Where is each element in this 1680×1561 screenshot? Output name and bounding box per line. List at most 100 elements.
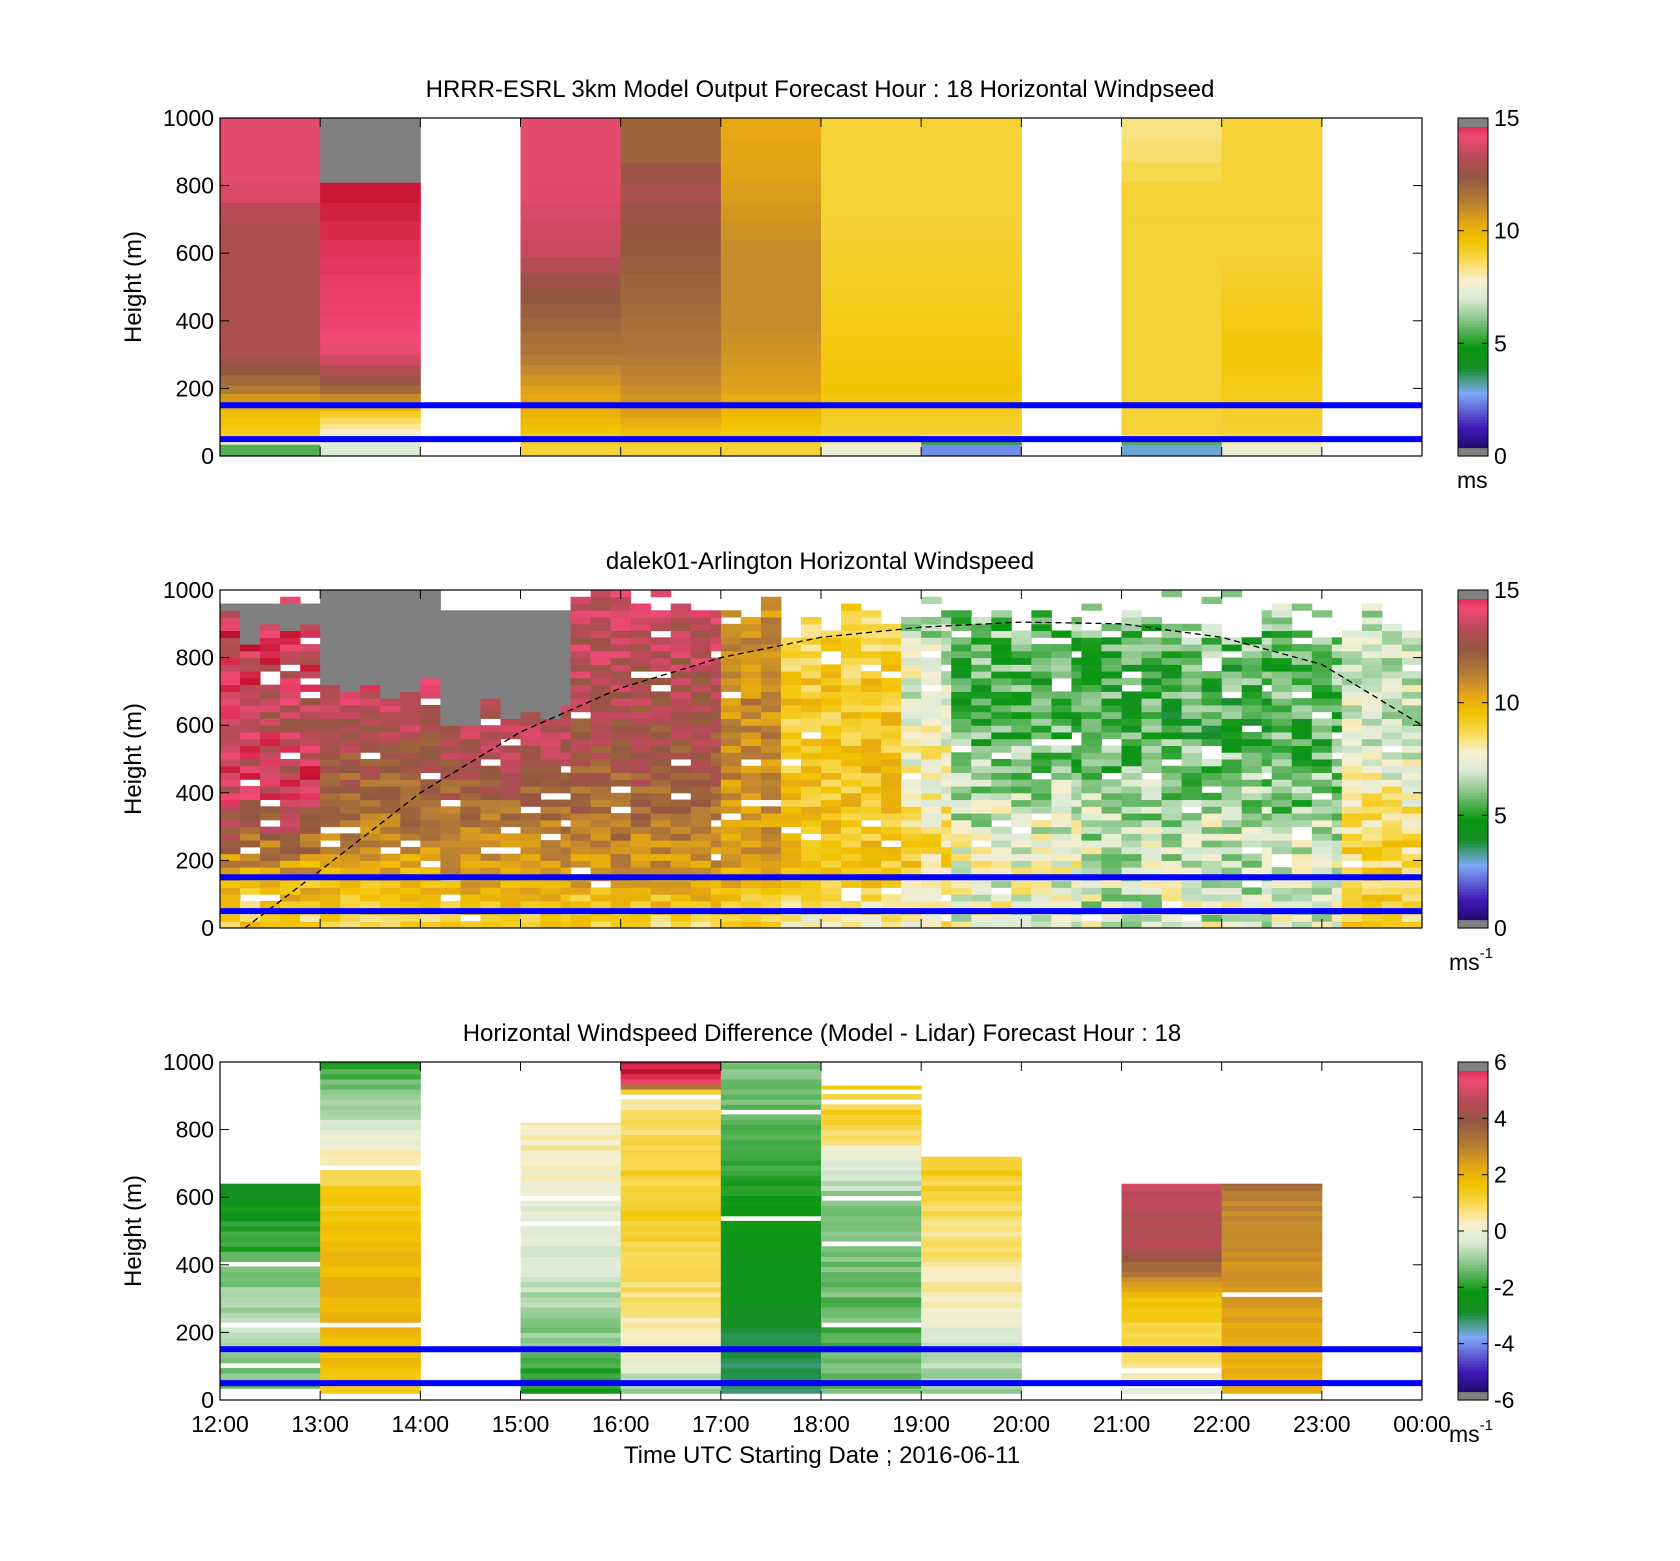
heatmap-cell <box>320 637 341 645</box>
heatmap-cell <box>280 894 301 902</box>
heatmap-cell <box>740 840 762 848</box>
heatmap-cell <box>630 738 652 746</box>
heatmap-cell <box>1221 826 1243 834</box>
heatmap-cell <box>1011 880 1032 888</box>
heatmap-cell <box>1031 718 1052 726</box>
colorbar-segment <box>1458 343 1488 347</box>
heatmap-cell <box>821 330 922 344</box>
heatmap-cell <box>841 752 862 760</box>
heatmap-cell <box>991 684 1012 692</box>
heatmap-cell <box>1181 786 1203 794</box>
colorbar-segment <box>1458 346 1488 350</box>
heatmap-cell <box>280 630 301 638</box>
heatmap-cell <box>520 752 542 760</box>
heatmap-cell <box>720 772 742 780</box>
heatmap-cell <box>650 725 672 733</box>
heatmap-cell <box>320 1063 421 1070</box>
heatmap-cell <box>400 921 421 929</box>
heatmap-cell <box>780 671 802 679</box>
heatmap-cell <box>400 779 421 787</box>
heatmap-cell <box>991 860 1012 868</box>
heatmap-cell <box>1271 921 1293 929</box>
heatmap-cell <box>1311 914 1333 922</box>
heatmap-cell <box>1311 752 1333 760</box>
heatmap-cell <box>520 202 622 222</box>
heatmap-cell <box>1221 1183 1323 1186</box>
heatmap-cell <box>260 759 281 767</box>
heatmap-cell <box>280 826 301 834</box>
heatmap-cell <box>1361 610 1383 618</box>
colorbar-tick-label: 6 <box>1494 1049 1507 1075</box>
heatmap-cell <box>1341 698 1363 706</box>
colorbar-segment <box>1458 148 1488 153</box>
heatmap-cell <box>1141 617 1163 625</box>
heatmap-cell <box>800 792 822 801</box>
heatmap-cell <box>901 833 922 841</box>
heatmap-cell <box>941 846 952 855</box>
heatmap-cell <box>821 1362 922 1369</box>
colorbar-segment <box>1458 885 1488 890</box>
heatmap-cell <box>821 1231 922 1237</box>
heatmap-cell <box>520 765 542 774</box>
heatmap-cell <box>1221 1210 1323 1217</box>
heatmap-cell <box>1121 630 1143 638</box>
heatmap-cell <box>821 317 922 332</box>
heatmap-cell <box>690 650 712 659</box>
heatmap-cell <box>1221 1195 1323 1202</box>
heatmap-cell <box>1011 759 1032 767</box>
heatmap-cell <box>240 718 261 726</box>
heatmap-cell <box>1121 1185 1223 1191</box>
heatmap-cell <box>1051 819 1072 828</box>
heatmap-cell <box>560 759 572 767</box>
heatmap-cell <box>220 806 241 814</box>
heatmap-cell <box>300 711 321 719</box>
heatmap-cell <box>460 887 481 895</box>
heatmap-cell <box>420 731 441 740</box>
heatmap-cell <box>280 880 301 888</box>
heatmap-cell <box>1011 725 1032 733</box>
heatmap-cell <box>821 449 922 457</box>
heatmap-cell <box>841 704 862 713</box>
heatmap-cell <box>1341 867 1363 875</box>
heatmap-cell <box>740 813 762 821</box>
heatmap-cell <box>570 718 592 726</box>
colorbar-segment <box>1458 157 1488 161</box>
heatmap-cell <box>941 752 952 760</box>
heatmap-cell <box>690 617 712 625</box>
heatmap-cell <box>740 806 762 814</box>
heatmap-cell <box>1221 1256 1323 1262</box>
heatmap-cell <box>460 650 481 659</box>
colorbar-segment <box>1458 208 1488 212</box>
heatmap-cell <box>440 887 461 895</box>
heatmap-cell <box>1181 637 1203 645</box>
heatmap-cell <box>821 813 842 821</box>
heatmap-cell <box>1121 644 1143 652</box>
heatmap-cell <box>1071 799 1082 807</box>
colorbar-segment <box>1458 199 1488 204</box>
heatmap-cell <box>320 161 421 183</box>
heatmap-cell <box>1181 684 1203 692</box>
heatmap-cell <box>650 846 672 855</box>
heatmap-cell <box>861 704 882 713</box>
heatmap-cell <box>560 691 572 699</box>
heatmap-cell <box>821 718 842 726</box>
heatmap-cell <box>821 139 922 163</box>
heatmap-cell <box>320 1388 421 1394</box>
heatmap-cell <box>1071 779 1082 787</box>
heatmap-cell <box>380 698 401 706</box>
heatmap-cell <box>380 887 401 895</box>
heatmap-cell <box>1141 853 1163 861</box>
heatmap-cell <box>951 759 972 767</box>
heatmap-cell <box>220 444 321 450</box>
heatmap-cell <box>1331 806 1343 814</box>
heatmap-cell <box>570 765 592 774</box>
heatmap-cell <box>1121 1352 1223 1359</box>
heatmap-cell <box>620 1307 722 1313</box>
heatmap-cell <box>1161 704 1183 713</box>
heatmap-cell <box>620 1124 722 1131</box>
heatmap-cell <box>620 1236 722 1242</box>
heatmap-cell <box>220 671 241 679</box>
colorbar-tick-label: -2 <box>1494 1274 1514 1300</box>
heatmap-cell <box>1011 846 1032 855</box>
heatmap-cell <box>740 617 762 625</box>
